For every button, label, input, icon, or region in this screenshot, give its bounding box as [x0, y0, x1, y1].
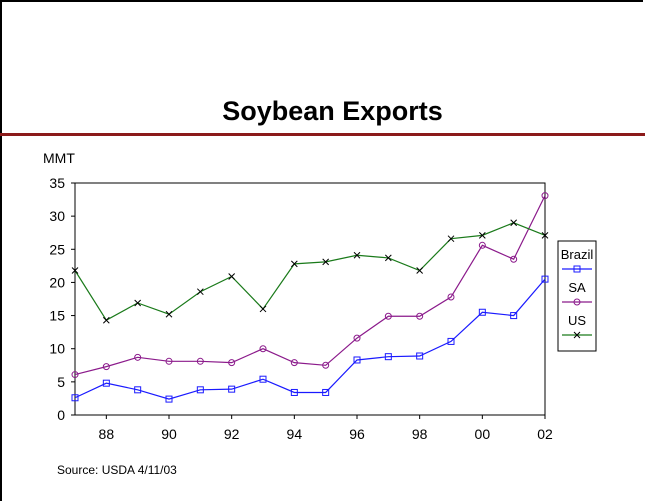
x-tick-label: 92 — [224, 426, 240, 442]
legend-swatch-marker — [573, 265, 581, 273]
data-point-sa — [478, 241, 486, 249]
x-tick-label: 88 — [99, 426, 115, 442]
legend-swatch-marker — [573, 298, 581, 306]
data-point-sa — [259, 345, 267, 353]
data-point-sa — [290, 359, 298, 367]
legend-swatch-marker — [573, 331, 581, 339]
chart-legend: Brazil SA US — [557, 240, 597, 352]
data-point-brazil — [478, 308, 486, 316]
data-point-brazil — [228, 385, 236, 393]
data-point-brazil — [290, 388, 298, 396]
y-tick-label: 5 — [57, 374, 65, 390]
data-point-sa — [196, 357, 204, 365]
y-tick-label: 30 — [49, 208, 65, 224]
chart-axes — [74, 182, 546, 416]
series-line-sa — [74, 195, 546, 376]
data-point-us — [71, 267, 79, 274]
y-tick-label: 35 — [49, 175, 65, 191]
data-point-us — [447, 235, 455, 243]
data-point-brazil — [196, 386, 204, 394]
legend-label: SA — [568, 280, 586, 295]
y-tick-label: 20 — [49, 274, 65, 290]
data-point-us — [322, 258, 330, 266]
data-point-sa — [541, 192, 549, 200]
data-point-us — [290, 260, 298, 268]
plot-area-frame — [74, 182, 546, 416]
x-tick-label: 96 — [349, 426, 365, 442]
series-brazil — [71, 275, 549, 403]
x-tick-label: 90 — [161, 426, 177, 442]
data-point-sa — [228, 359, 236, 367]
data-point-brazil — [71, 394, 79, 402]
data-point-sa — [353, 334, 361, 342]
data-point-us — [384, 254, 392, 262]
data-point-brazil — [259, 375, 267, 383]
legend-label: Brazil — [561, 247, 594, 262]
data-point-us — [510, 219, 518, 227]
data-point-brazil — [165, 395, 173, 403]
series-us — [71, 219, 549, 324]
series-line-us — [74, 222, 546, 322]
data-point-sa — [384, 312, 392, 320]
data-point-brazil — [510, 312, 518, 320]
data-point-sa — [165, 357, 173, 365]
x-tick-label: 00 — [475, 426, 491, 442]
chart-series — [71, 192, 549, 403]
data-point-sa — [416, 312, 424, 320]
data-point-brazil — [447, 337, 455, 345]
source-note: Source: USDA 4/11/03 — [57, 463, 177, 477]
data-point-sa — [322, 361, 330, 369]
data-point-brazil — [353, 356, 361, 364]
x-tick-label: 02 — [537, 426, 553, 442]
y-axis-unit-label: MMT — [43, 150, 75, 166]
data-point-us — [196, 288, 204, 296]
y-tick-label: 0 — [57, 407, 65, 423]
data-point-us — [134, 299, 142, 307]
data-point-sa — [71, 371, 79, 379]
y-tick-label: 10 — [49, 341, 65, 357]
series-line-brazil — [74, 278, 546, 400]
x-tick-label: 98 — [412, 426, 428, 442]
data-point-sa — [134, 353, 142, 361]
y-tick-label: 15 — [49, 308, 65, 324]
data-point-brazil — [416, 352, 424, 360]
data-point-us — [541, 232, 549, 239]
data-point-brazil — [134, 386, 142, 394]
y-tick-label: 25 — [49, 241, 65, 257]
data-point-us — [259, 305, 267, 313]
data-point-brazil — [102, 379, 110, 387]
data-point-brazil — [541, 275, 549, 283]
x-tick-label: 94 — [287, 426, 303, 442]
data-point-us — [102, 316, 110, 324]
chart-ticks: 0 5 10 15 20 25 30 35 88 90 92 94 96 98 00 02 — [49, 175, 553, 442]
data-point-us — [165, 310, 173, 318]
data-point-sa — [447, 293, 455, 301]
legend-label: US — [568, 313, 586, 328]
title-divider — [0, 133, 645, 136]
data-point-brazil — [322, 388, 330, 396]
slide-title: Soybean Exports — [222, 96, 443, 126]
legend-box — [557, 240, 597, 352]
series-sa — [71, 192, 549, 379]
data-point-us — [416, 267, 424, 274]
data-point-brazil — [384, 353, 392, 361]
data-point-us — [228, 273, 236, 280]
data-point-us — [353, 251, 361, 259]
data-point-us — [478, 232, 486, 239]
data-point-sa — [102, 363, 110, 371]
data-point-sa — [510, 255, 518, 263]
